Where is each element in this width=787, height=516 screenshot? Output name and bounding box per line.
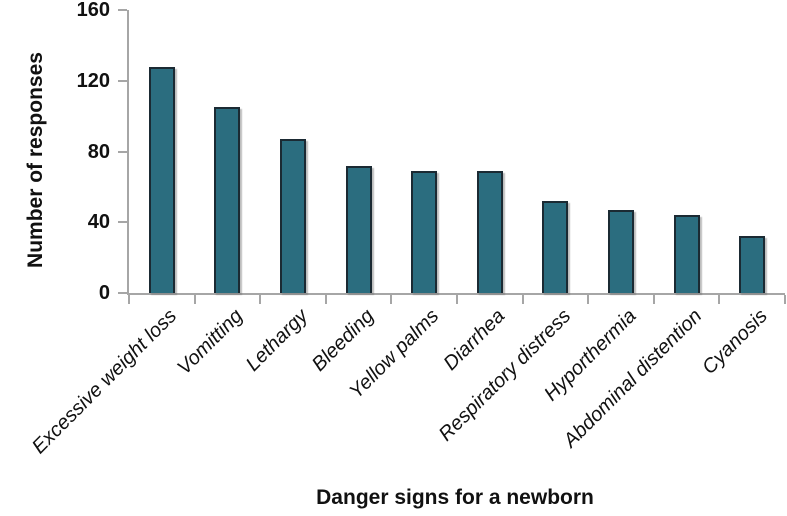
x-tick-mark: [521, 295, 524, 304]
y-tick-label: 160: [76, 0, 110, 21]
y-tick-label: 40: [87, 211, 110, 234]
x-tick-mark: [324, 295, 327, 304]
x-tick-label: Lethargy: [241, 305, 313, 376]
x-tick-mark: [390, 295, 393, 304]
bar-2: [280, 139, 306, 293]
bar-9: [739, 236, 766, 293]
x-tick-label: Excessive weight loss: [28, 305, 182, 459]
x-tick-mark: [193, 295, 196, 304]
y-tick-label: 0: [98, 282, 110, 304]
bar-3: [345, 165, 372, 293]
x-tick-mark: [456, 295, 458, 304]
y-tick-mark: [118, 292, 127, 294]
x-tick-label: Vomitting: [172, 305, 247, 379]
y-tick-label: 120: [76, 69, 110, 92]
x-tick-mark: [784, 295, 786, 304]
x-tick-mark: [259, 295, 262, 304]
bar-6: [542, 201, 569, 293]
y-tick-mark: [118, 150, 127, 153]
plot-area: [118, 9, 786, 304]
y-tick-mark: [118, 221, 127, 224]
x-tick-label: Cyanosis: [698, 305, 772, 379]
bar-4: [411, 171, 438, 293]
x-tick-mark: [652, 295, 655, 304]
x-tick-mark: [718, 295, 721, 304]
bar-7: [608, 209, 634, 293]
bar-8: [673, 215, 700, 293]
y-tick-mark: [118, 79, 127, 82]
x-tick-mark: [587, 295, 590, 304]
y-tick-mark: [118, 9, 127, 11]
bar-0: [148, 66, 175, 293]
bar-1: [214, 107, 241, 293]
y-tick-label: 80: [87, 140, 110, 163]
bar-5: [476, 171, 503, 293]
x-axis-title: Danger signs for a newborn: [316, 486, 594, 509]
x-tick-mark: [128, 295, 130, 304]
